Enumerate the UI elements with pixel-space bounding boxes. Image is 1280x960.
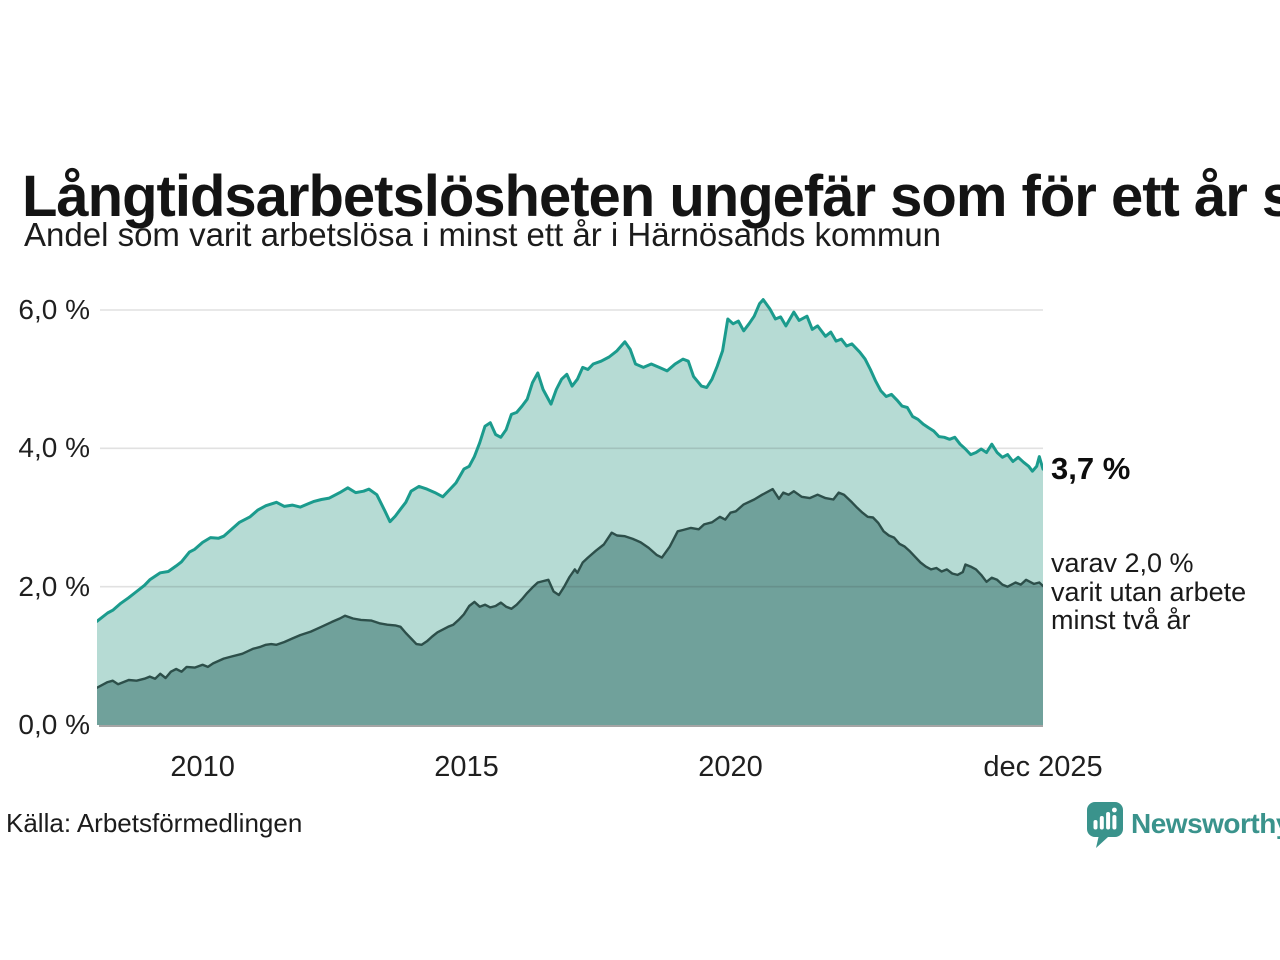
y-axis-tick-4: 4,0 % bbox=[18, 432, 90, 464]
x-axis-tick-dec-2025: dec 2025 bbox=[983, 751, 1103, 783]
x-axis-tick-2020: 2020 bbox=[698, 751, 763, 783]
x-axis-tick-2010: 2010 bbox=[170, 751, 235, 783]
page-subtitle: Andel som varit arbetslösa i minst ett å… bbox=[24, 216, 942, 253]
newsworthy-wordmark: Newsworthy bbox=[1131, 808, 1280, 839]
page-title: Långtidsarbetslösheten ungefär som för e… bbox=[22, 163, 1280, 229]
end-note-line-1: varav 2,0 % bbox=[1051, 548, 1194, 578]
y-axis-tick-2: 2,0 % bbox=[18, 570, 90, 602]
end-note-line-3: minst två år bbox=[1051, 605, 1191, 635]
newsworthy-logo-icon bbox=[1087, 802, 1123, 848]
y-axis-tick-0: 0,0 % bbox=[18, 709, 90, 740]
end-note-label: varav 2,0 % varit utan arbete minst två … bbox=[1051, 549, 1246, 635]
end-value-label: 3,7 % bbox=[1051, 451, 1131, 486]
x-axis-tick-2015: 2015 bbox=[434, 751, 499, 783]
newsworthy-brand[interactable]: Newsworthy bbox=[1087, 802, 1280, 848]
series-line-1 bbox=[97, 487, 1043, 689]
unemployment-area-chart bbox=[97, 298, 1043, 727]
source-attribution: Källa: Arbetsförmedlingen bbox=[6, 808, 303, 838]
end-note-line-2: varit utan arbete bbox=[1051, 576, 1247, 607]
area-fill-1 bbox=[97, 489, 1043, 725]
y-axis-tick-6: 6,0 % bbox=[18, 294, 90, 325]
series-line-0 bbox=[97, 298, 1043, 623]
